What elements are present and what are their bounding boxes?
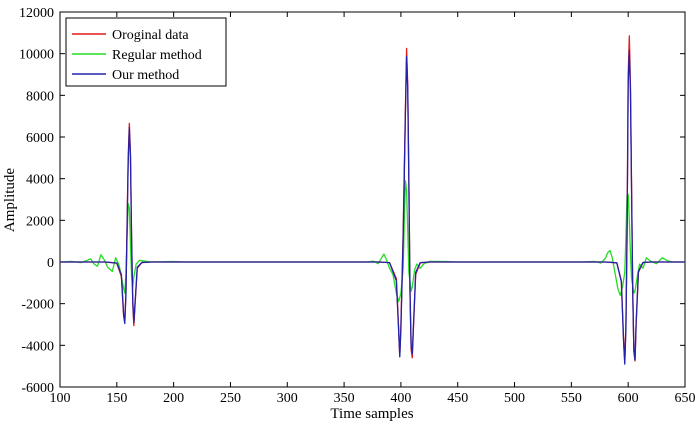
- legend-entry: Regular method: [112, 48, 202, 63]
- x-axis-label: Time samples: [330, 406, 413, 422]
- y-tick-label: 4000: [26, 173, 54, 188]
- y-axis-label: Amplitude: [2, 168, 18, 233]
- series-line-our-method: [60, 49, 685, 365]
- x-tick-label: 550: [561, 391, 582, 406]
- y-tick-label: 12000: [19, 6, 54, 21]
- y-tick-label: 0: [47, 256, 54, 271]
- legend: Oroginal data Regular method Our method: [65, 17, 227, 87]
- y-tick-label: 2000: [26, 214, 54, 229]
- x-tick-label: 300: [277, 391, 298, 406]
- y-tick-label: 10000: [19, 48, 54, 63]
- x-tick-label: 500: [504, 391, 525, 406]
- legend-entry: Oroginal data: [112, 28, 189, 43]
- x-tick-label: 100: [50, 391, 71, 406]
- y-tick-label: 8000: [26, 89, 54, 104]
- plot-area: [59, 35, 685, 365]
- x-tick-label: 600: [618, 391, 639, 406]
- x-tick-label: 150: [106, 391, 127, 406]
- y-tick-label: -2000: [21, 298, 54, 313]
- x-tick-label: 400: [390, 391, 411, 406]
- y-tick-label: -6000: [21, 381, 54, 396]
- axis-ticks: [59, 11, 686, 388]
- y-tick-label: 6000: [26, 131, 54, 146]
- series-line-regular-method: [59, 180, 685, 303]
- legend-entry: Our method: [112, 68, 179, 83]
- tick-labels: 100 150 200 250 300 350 400 450 500 550 600 650 -600…: [19, 6, 696, 406]
- x-tick-label: 200: [163, 391, 184, 406]
- x-tick-label: 650: [675, 391, 696, 406]
- x-tick-label: 350: [334, 391, 355, 406]
- y-tick-label: -4000: [21, 339, 54, 354]
- x-tick-label: 250: [220, 391, 241, 406]
- x-tick-label: 450: [447, 391, 468, 406]
